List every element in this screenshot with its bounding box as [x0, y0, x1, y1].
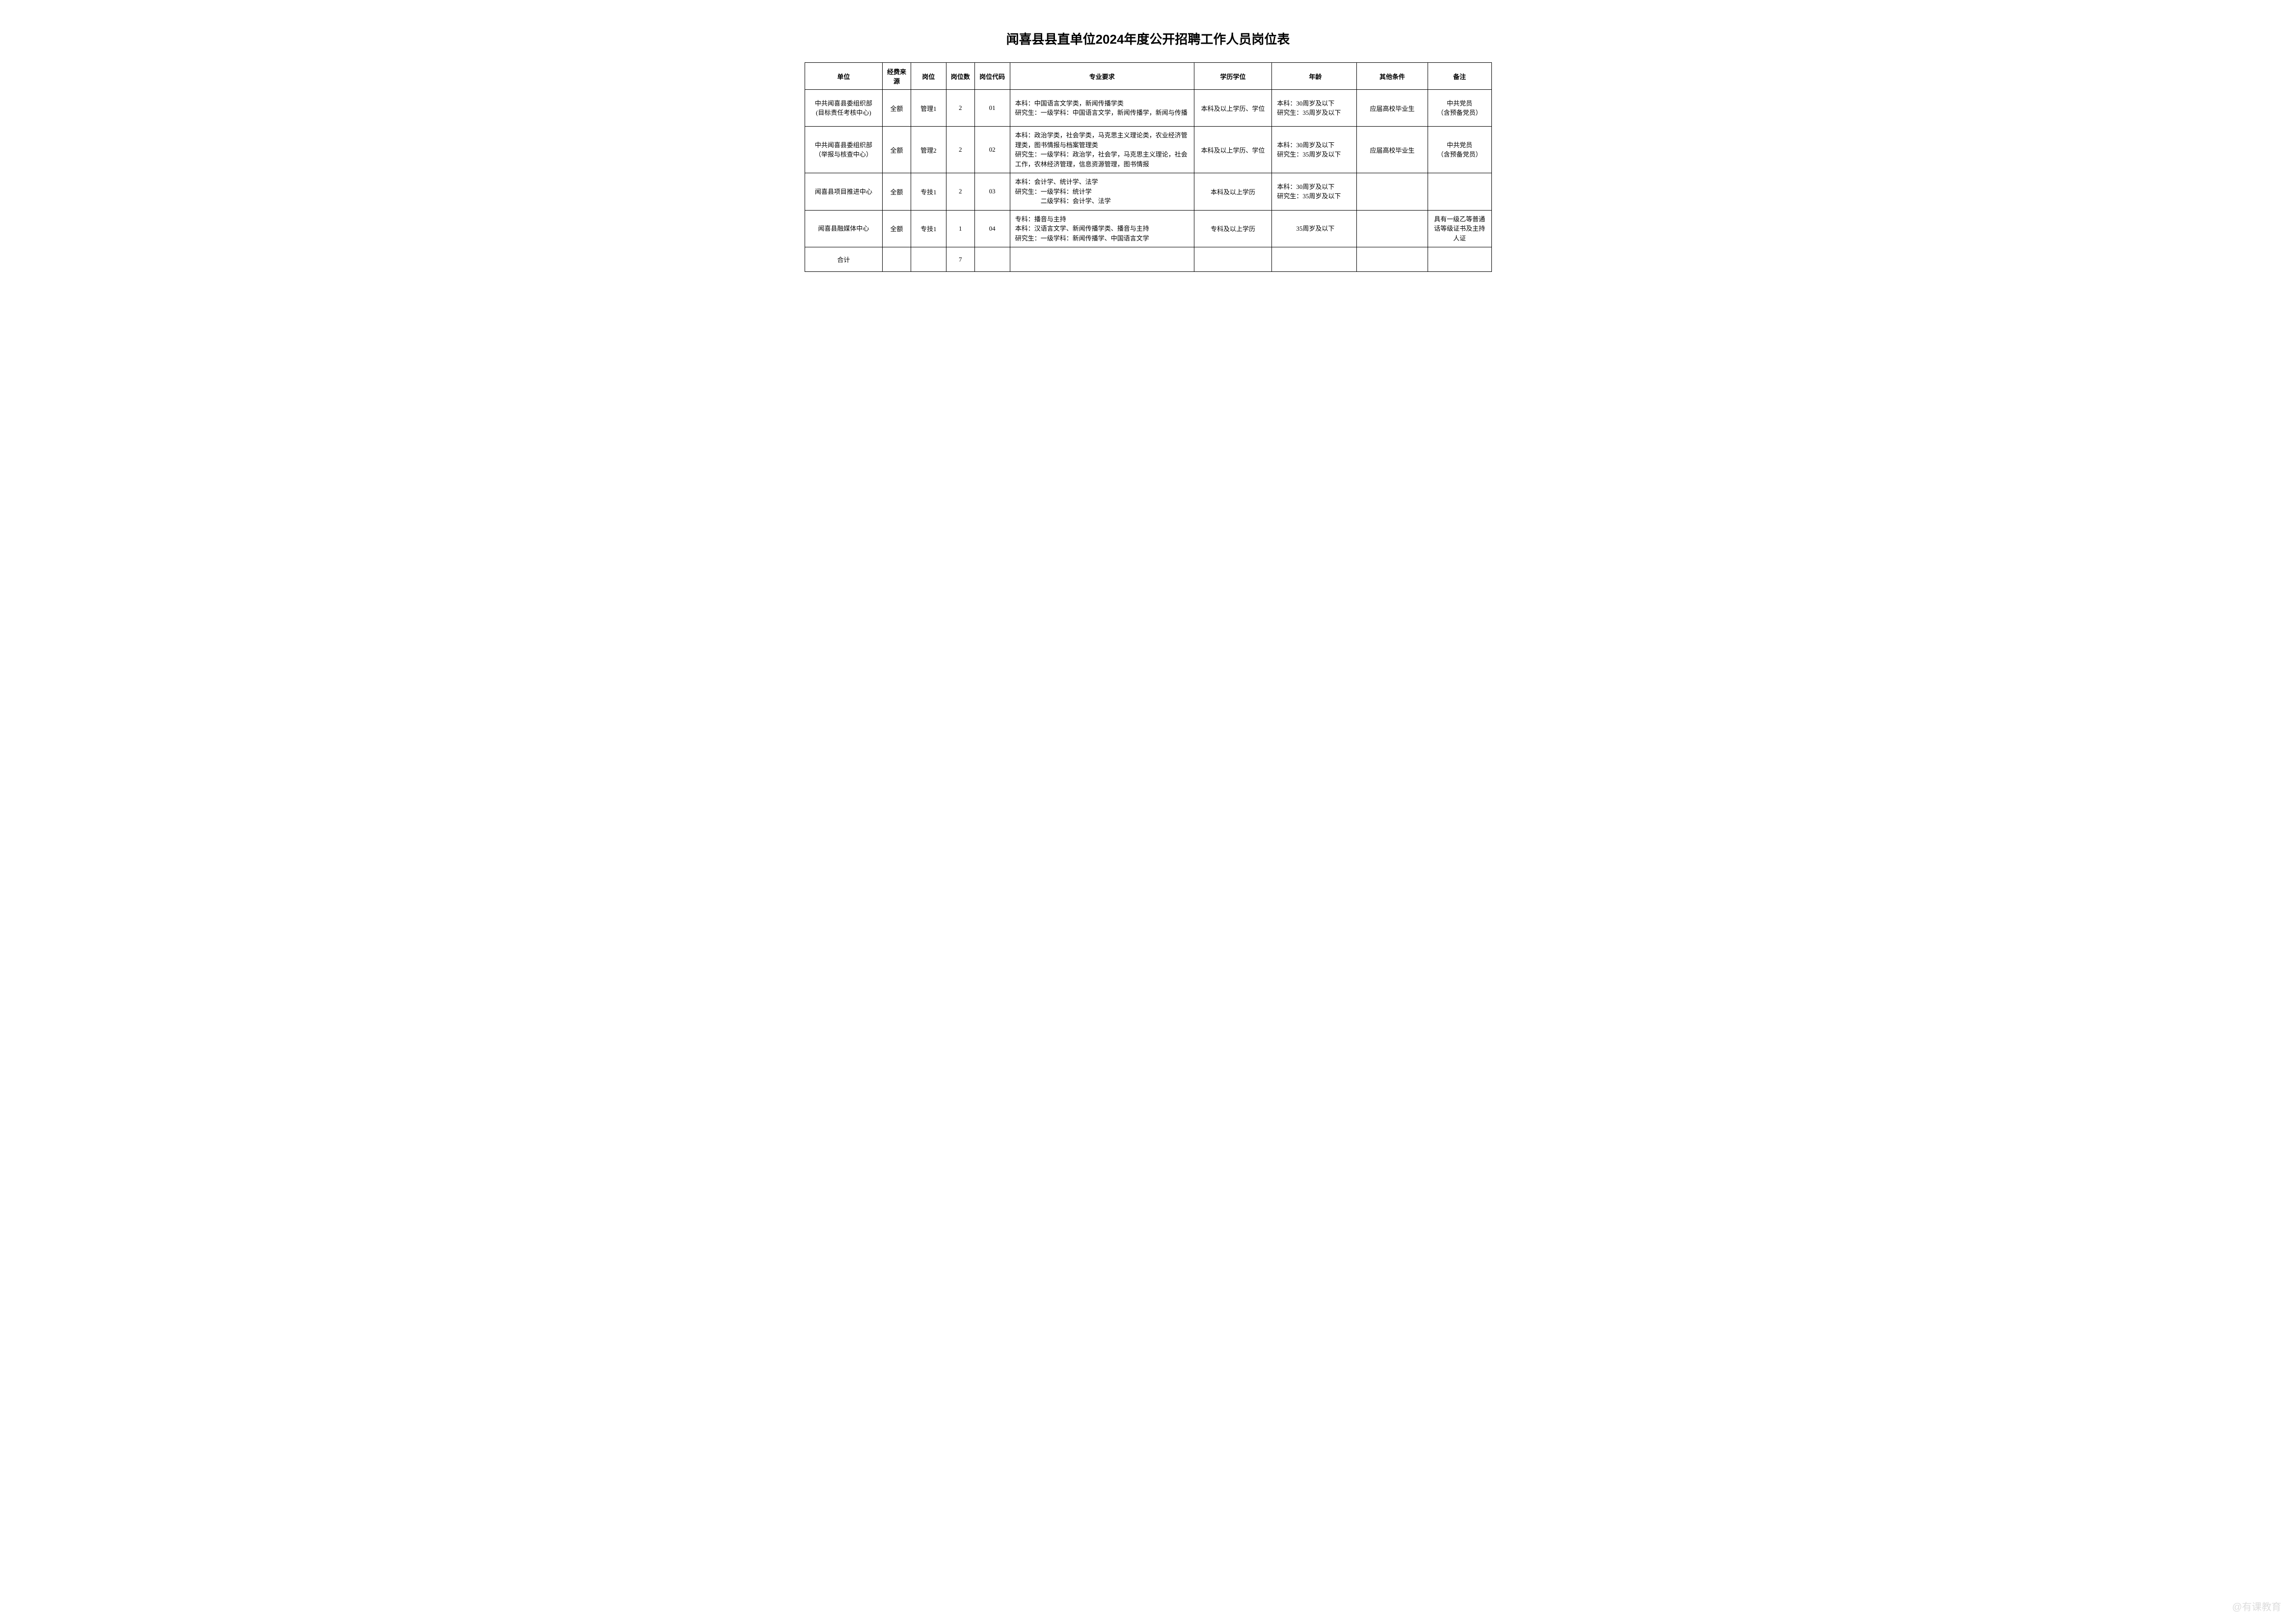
header-major: 专业要求: [1010, 63, 1194, 90]
total-edu: [1194, 247, 1272, 272]
cell-major: 本科：政治学类，社会学类，马克思主义理论类，农业经济管理类，图书情报与档案管理类…: [1010, 127, 1194, 173]
header-code: 岗位代码: [974, 63, 1010, 90]
cell-edu: 本科及以上学历、学位: [1194, 90, 1272, 127]
cell-note: [1428, 173, 1491, 211]
cell-fund: 全额: [883, 210, 911, 247]
header-fund: 经费来源: [883, 63, 911, 90]
cell-unit: 中共闻喜县委组织部 （举报与核查中心）: [805, 127, 883, 173]
cell-age: 本科：30周岁及以下 研究生：35周岁及以下: [1272, 127, 1357, 173]
total-major: [1010, 247, 1194, 272]
cell-count: 1: [946, 210, 974, 247]
cell-post: 管理2: [911, 127, 946, 173]
watermark-text: @有课教育: [2232, 1599, 2281, 1613]
table-row: 闻喜县融媒体中心 全额 专技1 1 04 专科：播音与主持 本科：汉语言文学、新…: [805, 210, 1491, 247]
cell-note: 具有一级乙等普通话等级证书及主持人证: [1428, 210, 1491, 247]
header-post: 岗位: [911, 63, 946, 90]
header-other: 其他条件: [1357, 63, 1428, 90]
table-row: 中共闻喜县委组织部 （举报与核查中心） 全额 管理2 2 02 本科：政治学类，…: [805, 127, 1491, 173]
header-age: 年龄: [1272, 63, 1357, 90]
total-age: [1272, 247, 1357, 272]
cell-count: 2: [946, 90, 974, 127]
header-note: 备注: [1428, 63, 1491, 90]
cell-post: 专技1: [911, 173, 946, 211]
cell-major: 本科：中国语言文学类，新闻传播学类 研究生：一级学科：中国语言文学，新闻传播学，…: [1010, 90, 1194, 127]
cell-code: 03: [974, 173, 1010, 211]
position-table: 单位 经费来源 岗位 岗位数 岗位代码 专业要求 学历学位 年龄 其他条件 备注…: [805, 62, 1492, 272]
total-fund: [883, 247, 911, 272]
cell-other: 应届高校毕业生: [1357, 127, 1428, 173]
cell-count: 2: [946, 127, 974, 173]
cell-note: 中共党员 （含预备党员）: [1428, 127, 1491, 173]
cell-post: 管理1: [911, 90, 946, 127]
cell-edu: 专科及以上学历: [1194, 210, 1272, 247]
cell-fund: 全额: [883, 173, 911, 211]
cell-age: 35周岁及以下: [1272, 210, 1357, 247]
cell-fund: 全额: [883, 90, 911, 127]
cell-unit: 闻喜县项目推进中心: [805, 173, 883, 211]
table-row: 闻喜县项目推进中心 全额 专技1 2 03 本科：会计学、统计学、法学 研究生：…: [805, 173, 1491, 211]
cell-unit: 闻喜县融媒体中心: [805, 210, 883, 247]
cell-fund: 全额: [883, 127, 911, 173]
total-row: 合计 7: [805, 247, 1491, 272]
cell-note: 中共党员 （含预备党员）: [1428, 90, 1491, 127]
cell-edu: 本科及以上学历、学位: [1194, 127, 1272, 173]
header-count: 岗位数: [946, 63, 974, 90]
total-other: [1357, 247, 1428, 272]
total-count: 7: [946, 247, 974, 272]
cell-code: 02: [974, 127, 1010, 173]
cell-age: 本科：30周岁及以下 研究生：35周岁及以下: [1272, 90, 1357, 127]
cell-edu: 本科及以上学历: [1194, 173, 1272, 211]
cell-age: 本科：30周岁及以下 研究生：35周岁及以下: [1272, 173, 1357, 211]
cell-other: [1357, 173, 1428, 211]
cell-post: 专技1: [911, 210, 946, 247]
cell-major: 专科：播音与主持 本科：汉语言文学、新闻传播学类、播音与主持 研究生：一级学科：…: [1010, 210, 1194, 247]
table-row: 中共闻喜县委组织部 (目标责任考核中心) 全额 管理1 2 01 本科：中国语言…: [805, 90, 1491, 127]
cell-other: 应届高校毕业生: [1357, 90, 1428, 127]
cell-count: 2: [946, 173, 974, 211]
document-page: 闻喜县县直单位2024年度公开招聘工作人员岗位表 单位 经费来源 岗位 岗位数 …: [805, 29, 1492, 272]
page-title: 闻喜县县直单位2024年度公开招聘工作人员岗位表: [805, 29, 1492, 48]
total-post: [911, 247, 946, 272]
cell-other: [1357, 210, 1428, 247]
cell-unit: 中共闻喜县委组织部 (目标责任考核中心): [805, 90, 883, 127]
header-edu: 学历学位: [1194, 63, 1272, 90]
total-code: [974, 247, 1010, 272]
header-unit: 单位: [805, 63, 883, 90]
cell-code: 01: [974, 90, 1010, 127]
cell-code: 04: [974, 210, 1010, 247]
total-note: [1428, 247, 1491, 272]
header-row: 单位 经费来源 岗位 岗位数 岗位代码 专业要求 学历学位 年龄 其他条件 备注: [805, 63, 1491, 90]
cell-major: 本科：会计学、统计学、法学 研究生：一级学科：统计学 二级学科：会计学、法学: [1010, 173, 1194, 211]
total-label: 合计: [805, 247, 883, 272]
